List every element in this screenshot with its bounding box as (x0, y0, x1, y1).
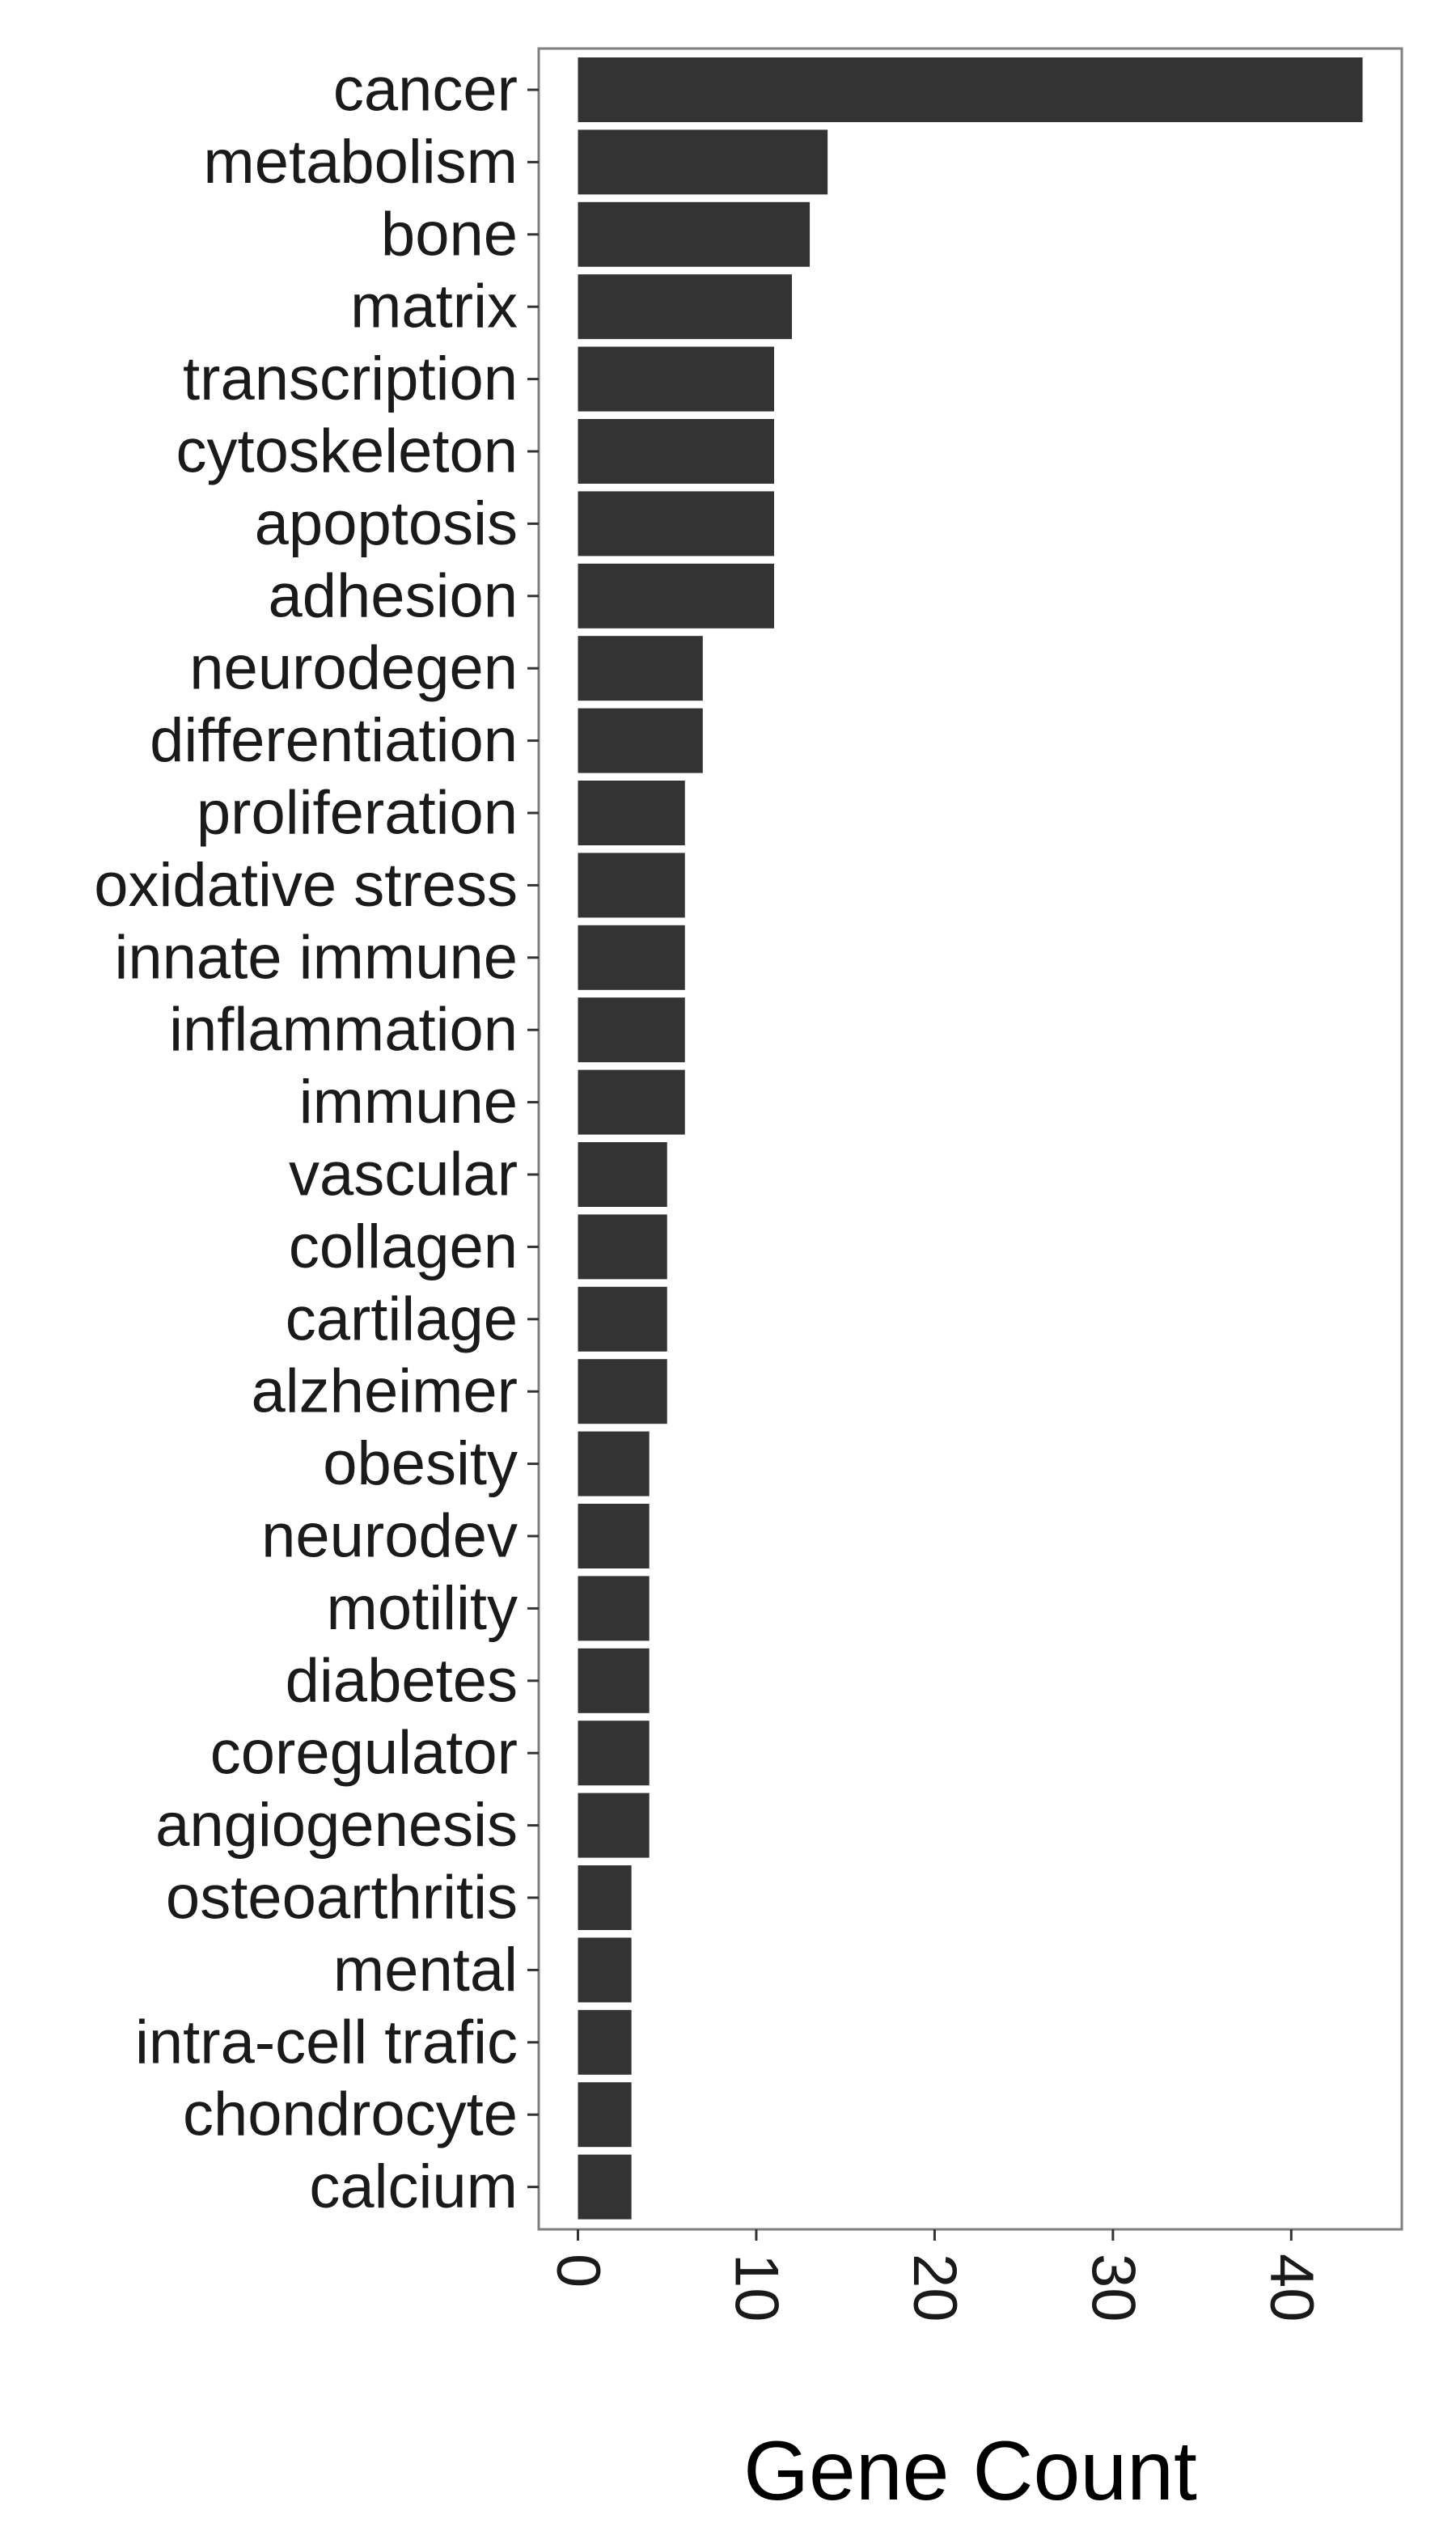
bar-cytoskeleton (578, 419, 774, 484)
y-tick-label: collagen (289, 1213, 518, 1281)
bar-bone (578, 201, 811, 267)
y-tick-label: chondrocyte (183, 2080, 518, 2149)
bar-mental (578, 1937, 632, 2003)
y-tick-label: neurodev (261, 1502, 518, 1571)
bars (578, 57, 1363, 2220)
y-tick-label: innate immune (115, 923, 518, 992)
y-tick-label: transcription (183, 345, 518, 413)
y-tick-label: oxidative stress (94, 851, 518, 920)
plot-panel-border (537, 47, 1403, 2231)
y-axis-category-labels: cancermetabolismbonematrixtranscriptionc… (94, 56, 518, 2222)
y-tick-label: diabetes (286, 1646, 518, 1715)
y-tick-label: obesity (323, 1429, 518, 1498)
bar-cancer (578, 57, 1363, 122)
bar-motility (578, 1576, 650, 1641)
y-tick-label: bone (381, 200, 518, 269)
bar-osteoarthritis (578, 1865, 632, 1930)
bar-neurodegen (578, 636, 703, 701)
y-tick-label: vascular (289, 1141, 518, 1209)
bar-diabetes (578, 1648, 650, 1713)
x-axis-ticks (577, 2229, 1293, 2241)
bar-matrix (578, 274, 793, 340)
bar-immune (578, 1069, 685, 1135)
y-tick-label: neurodegen (189, 634, 518, 703)
bar-apoptosis (578, 491, 774, 557)
bar-proliferation (578, 781, 685, 845)
bar-alzheimer (578, 1359, 667, 1424)
bar-obesity (578, 1431, 650, 1496)
y-tick-label: apoptosis (255, 489, 518, 558)
bar-transcription (578, 346, 774, 412)
bar-angiogenesis (578, 1793, 650, 1858)
bar-metabolism (578, 129, 828, 195)
x-axis-title: Gene Count (743, 2424, 1197, 2518)
y-tick-label: coregulator (210, 1719, 518, 1788)
x-tick-label: 0 (544, 2254, 612, 2288)
bar-neurodev (578, 1504, 650, 1568)
y-tick-label: alzheimer (252, 1357, 518, 1426)
x-axis-tick-labels: 0 10 20 30 40 (544, 2254, 1326, 2322)
bar-coregulator (578, 1721, 650, 1786)
y-tick-label: angiogenesis (155, 1791, 518, 1860)
bar-inflammation (578, 997, 685, 1063)
bar-calcium (578, 2154, 632, 2220)
y-tick-label: proliferation (197, 779, 518, 848)
y-tick-label: cytoskeleton (176, 417, 518, 486)
y-tick-label: adhesion (269, 561, 518, 630)
x-tick-label: 40 (1257, 2254, 1326, 2322)
bar-oxidative-stress (578, 853, 685, 918)
y-tick-label: mental (333, 1936, 518, 2004)
x-tick-label: 20 (900, 2254, 969, 2322)
bar-chondrocyte (578, 2082, 632, 2148)
y-tick-label: intra-cell trafic (135, 2008, 518, 2076)
y-tick-label: motility (327, 1574, 518, 1643)
y-tick-label: metabolism (203, 128, 518, 197)
bar-innate-immune (578, 925, 685, 990)
bar-adhesion (578, 563, 774, 629)
bar-cartilage (578, 1286, 667, 1352)
y-tick-label: immune (299, 1068, 518, 1137)
y-tick-label: matrix (350, 273, 518, 341)
y-tick-label: osteoarthritis (166, 1864, 518, 1932)
y-tick-label: inflammation (169, 996, 518, 1065)
y-axis-ticks (527, 88, 539, 2189)
x-tick-label: 30 (1078, 2254, 1147, 2322)
x-tick-label: 10 (722, 2254, 790, 2322)
y-tick-label: cartilage (286, 1285, 518, 1353)
bar-collagen (578, 1214, 667, 1280)
y-tick-label: calcium (309, 2152, 518, 2221)
bar-differentiation (578, 708, 703, 773)
bar-intra-cell-trafic (578, 2009, 632, 2075)
y-tick-label: differentiation (150, 706, 518, 775)
y-tick-label: cancer (333, 56, 518, 125)
bar-vascular (578, 1142, 667, 1207)
